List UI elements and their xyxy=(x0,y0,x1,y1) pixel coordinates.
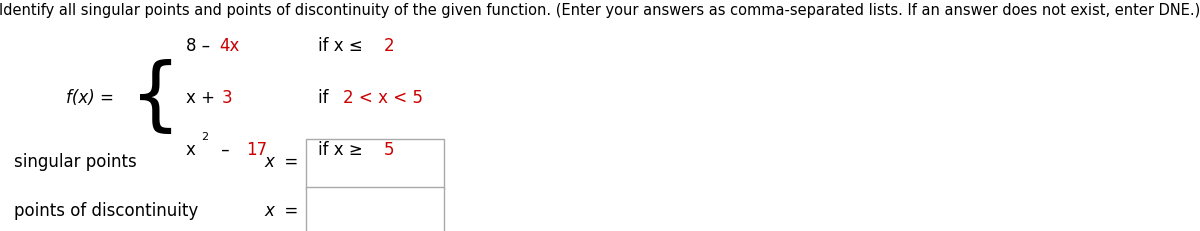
Text: x: x xyxy=(186,141,196,159)
FancyBboxPatch shape xyxy=(306,187,444,231)
Text: points of discontinuity: points of discontinuity xyxy=(14,202,199,220)
Text: Identify all singular points and points of discontinuity of the given function. : Identify all singular points and points … xyxy=(0,3,1200,18)
Text: 17: 17 xyxy=(246,141,268,159)
Text: 3: 3 xyxy=(222,89,233,107)
Text: 2 < x < 5: 2 < x < 5 xyxy=(343,89,424,107)
Text: singular points: singular points xyxy=(14,153,137,171)
Text: x  =: x = xyxy=(264,153,299,171)
Text: 8 –: 8 – xyxy=(186,37,215,55)
Text: f(x) =: f(x) = xyxy=(66,89,114,107)
Text: {: { xyxy=(130,59,181,137)
Text: if x ≥: if x ≥ xyxy=(318,141,368,159)
Text: x +: x + xyxy=(186,89,221,107)
Text: 5: 5 xyxy=(384,141,395,159)
Text: x  =: x = xyxy=(264,202,299,220)
FancyBboxPatch shape xyxy=(306,139,444,189)
Text: if: if xyxy=(318,89,334,107)
Text: if x ≤: if x ≤ xyxy=(318,37,368,55)
Text: –: – xyxy=(216,141,235,159)
Text: 2: 2 xyxy=(202,132,209,143)
Text: 2: 2 xyxy=(384,37,395,55)
Text: 4x: 4x xyxy=(220,37,240,55)
